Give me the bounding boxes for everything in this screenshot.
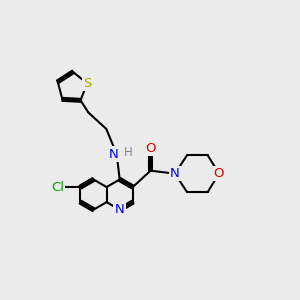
Text: Cl: Cl [51, 181, 64, 194]
Text: O: O [214, 167, 224, 180]
Text: S: S [83, 77, 91, 90]
Text: N: N [170, 167, 180, 180]
Text: N: N [108, 148, 118, 161]
Text: H: H [124, 146, 132, 159]
Text: O: O [145, 142, 156, 155]
Text: N: N [115, 203, 124, 216]
